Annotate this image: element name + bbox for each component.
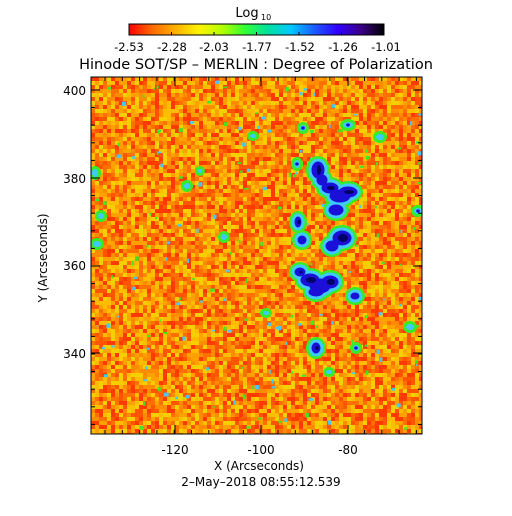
y-tick-label: 380 [63,172,86,186]
x-tick-label: -120 [161,443,188,457]
colorbar-tick-label: -2.53 [114,40,144,54]
feature-dark-core [338,234,348,242]
colorbar-tick-label: -2.28 [157,40,187,54]
feature-blue-core [298,236,307,245]
minor-feature-core [295,162,299,165]
minor-feature [93,241,101,247]
x-tick-label: -80 [338,443,358,457]
minor-feature-core [416,209,420,212]
y-tick-label: 360 [63,259,86,273]
minor-feature [92,169,98,177]
minor-feature [376,134,384,140]
feature-dark-core [344,190,354,194]
feature-dark-core [316,346,319,350]
minor-feature [263,311,269,315]
colorbar-tick-label: -1.01 [371,40,401,54]
minor-feature [184,183,190,189]
feature-blue-core [329,205,344,216]
minor-feature [250,134,256,138]
colorbar-label-subscript: 10 [261,13,271,22]
polarization-map [89,77,425,438]
minor-feature [406,324,414,330]
feature-dark-core [327,279,335,285]
timestamp: 2–May–2018 08:55:12.539 [181,475,340,489]
figure-title: Hinode SOT/SP – MERLIN : Degree of Polar… [79,57,433,73]
colorbar-tick-label: -1.77 [242,40,272,54]
x-tick-label: -100 [247,443,274,457]
colorbar-tick-label: -1.52 [285,40,315,54]
y-tick-label: 400 [63,84,86,98]
y-axis-label: Y (Arcseconds) [36,213,50,303]
minor-feature [198,169,202,173]
minor-feature [326,370,332,374]
feature-dark-core [317,165,321,175]
pixel-field [91,77,423,438]
feature-blue-core [351,293,360,300]
x-axis-label: X (Arcseconds) [214,459,304,473]
minor-feature-core [346,123,350,126]
feature-blue-core [326,241,339,252]
feature-dark-core [306,277,316,283]
feature-dark-core [300,271,303,273]
minor-feature [221,234,227,240]
minor-feature-core [354,346,358,349]
colorbar-tick-labels: -2.53 -2.28 -2.03 -1.77 -1.52 -1.26 -1.01 [114,40,401,54]
feature-dark-core [327,186,335,190]
colorbar-tick-label: -2.03 [199,40,229,54]
feature-blue-core [309,288,324,297]
minor-feature [98,213,104,219]
minor-feature-core [301,126,305,129]
y-tick-label: 340 [63,347,86,361]
colorbar-tick-label: -1.26 [328,40,358,54]
colorbar-label: Log [235,6,258,21]
feature-dark-core [298,220,301,224]
